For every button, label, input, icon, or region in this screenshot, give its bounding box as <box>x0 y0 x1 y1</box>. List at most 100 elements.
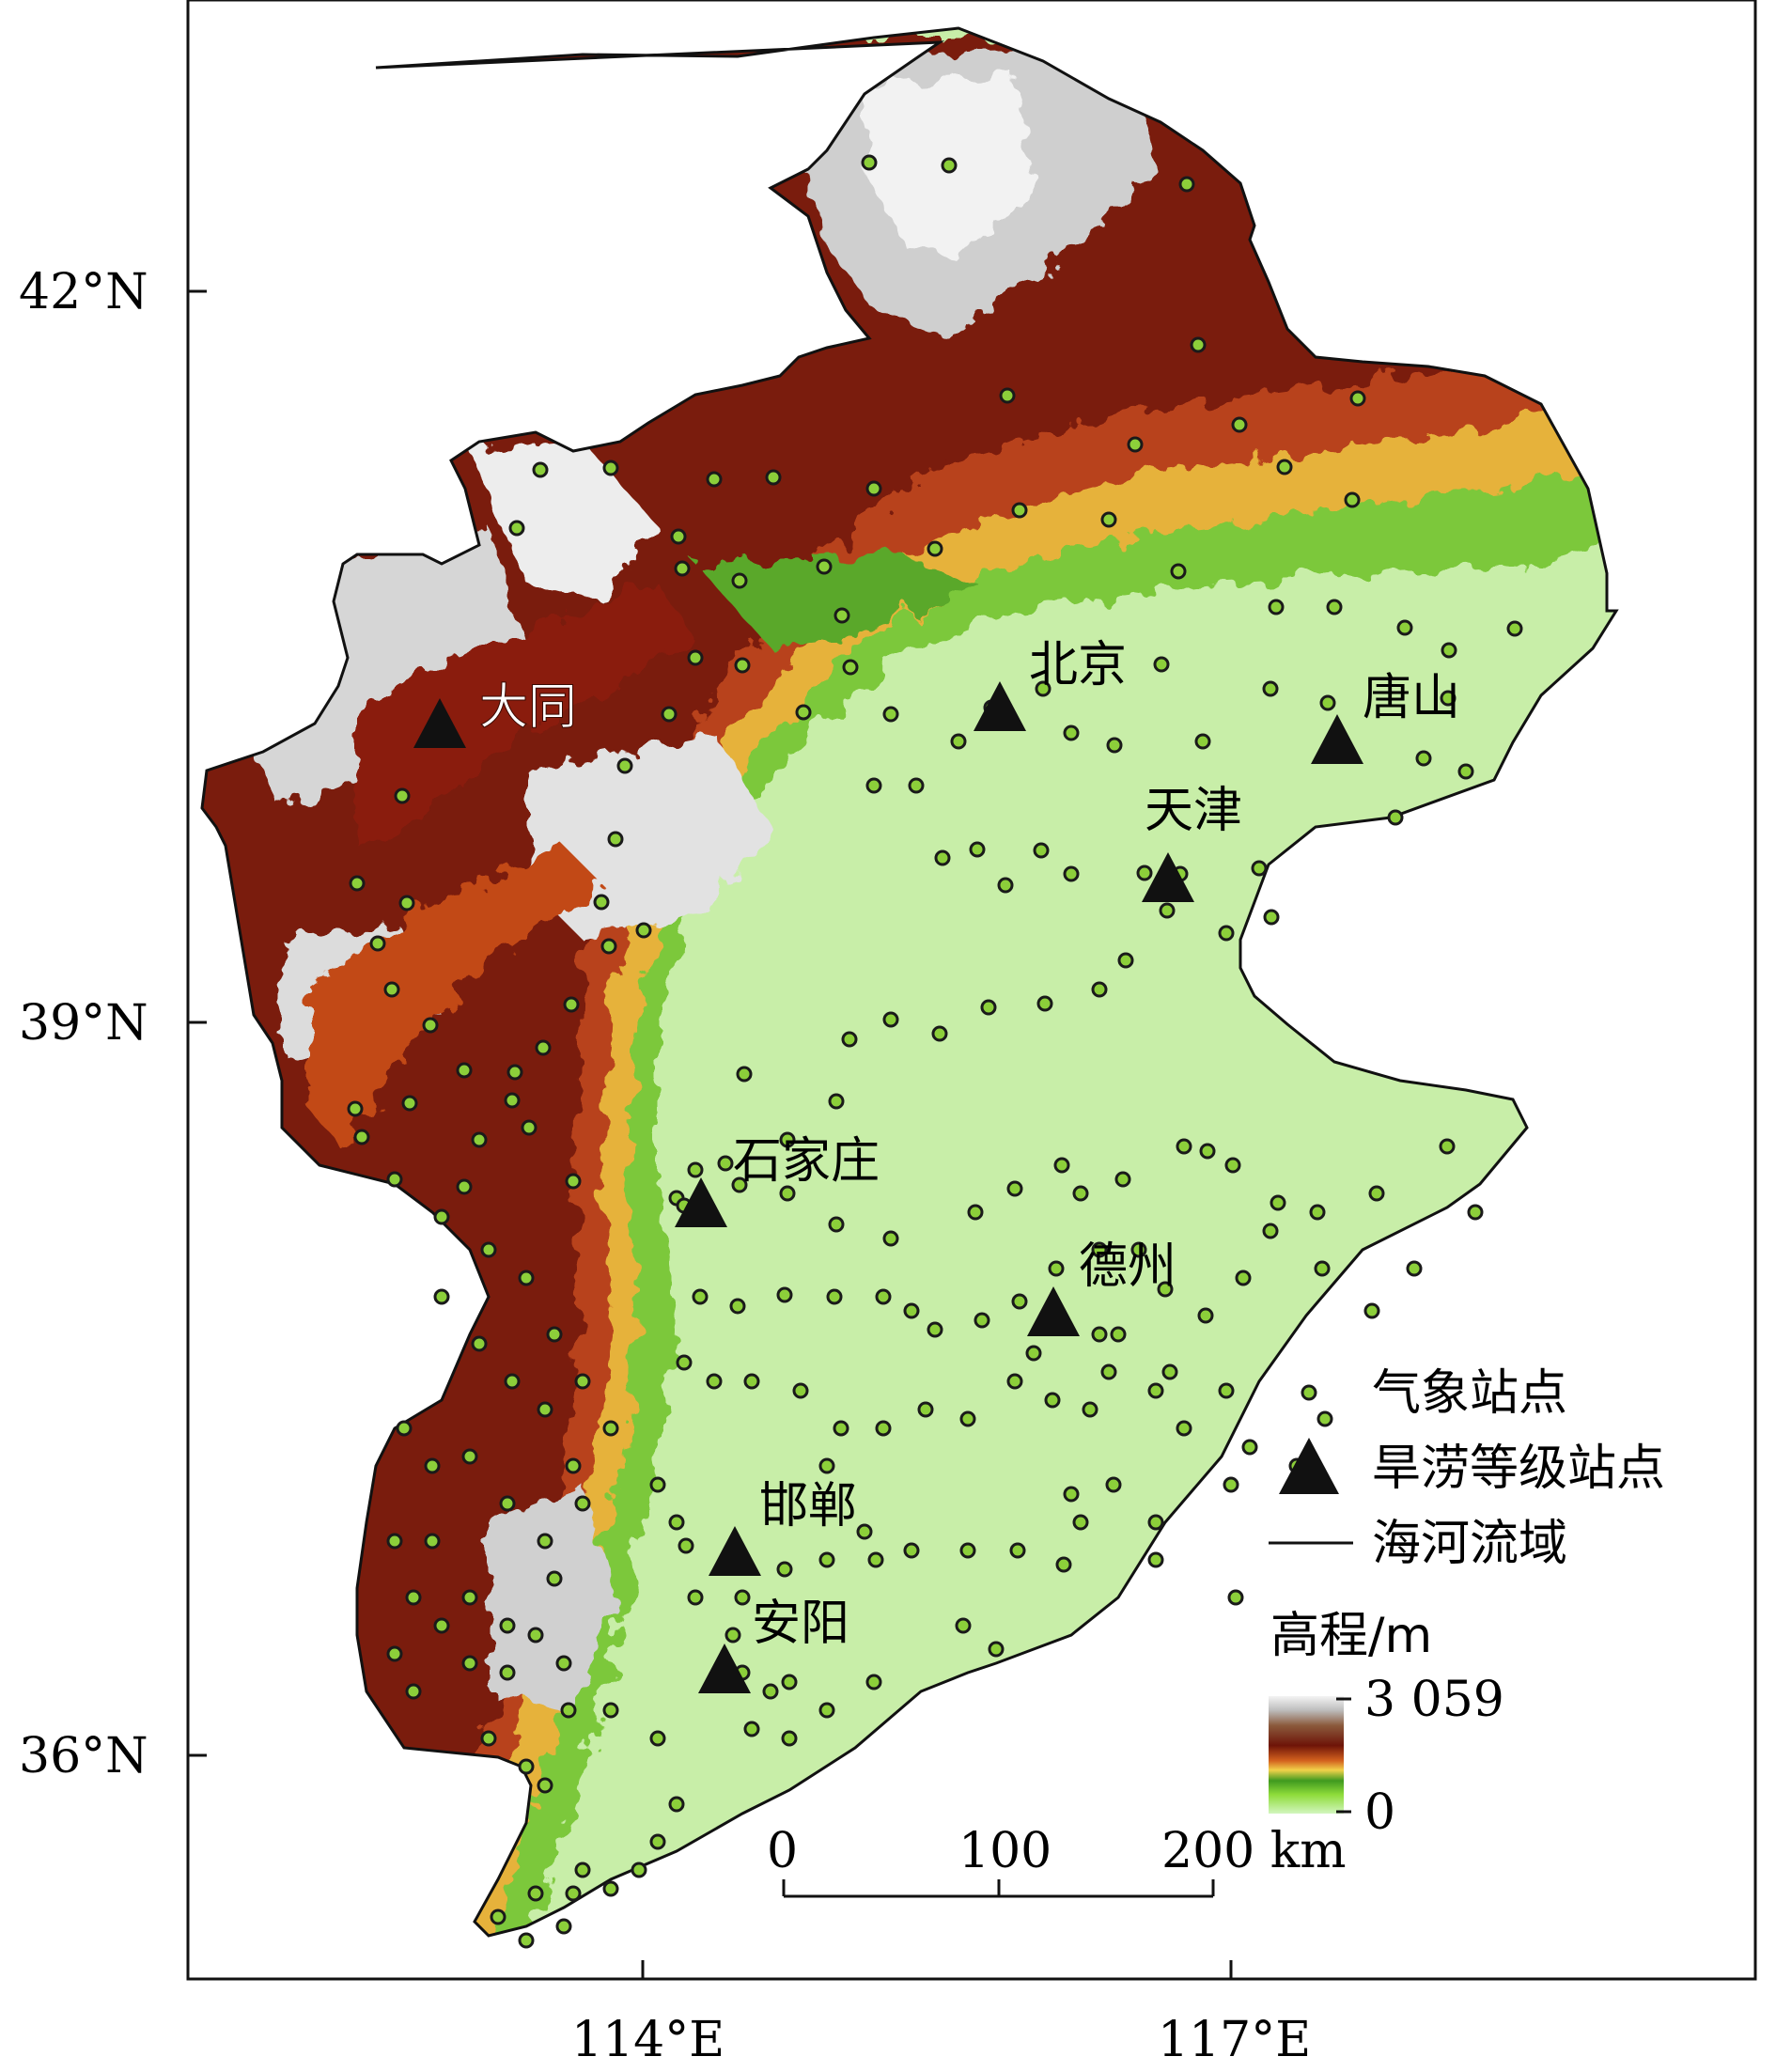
city-label-anyang: 安阳 <box>752 1596 849 1652</box>
station-dot <box>1127 436 1144 453</box>
lat-tick-label: 36°N <box>19 1728 148 1784</box>
station-dot <box>480 1730 497 1747</box>
station-dot <box>546 1326 563 1343</box>
city-labels: 大同 北京 唐山 天津 石家庄 德州 邯郸 安阳 <box>479 637 1461 1652</box>
station-dot <box>687 1161 704 1178</box>
station-dot <box>1363 1302 1380 1319</box>
station-dot <box>1011 502 1028 519</box>
station-dot <box>1319 694 1336 711</box>
station-dot <box>398 895 415 911</box>
station-dot <box>865 480 882 497</box>
station-dot <box>1006 1373 1023 1390</box>
station-dot <box>456 1062 473 1079</box>
lat-tick-label: 39°N <box>19 995 148 1052</box>
station-dot <box>816 558 833 575</box>
station-dot <box>1224 1157 1241 1174</box>
station-dot <box>1506 620 1523 637</box>
station-dot <box>1309 1204 1326 1221</box>
station-dot <box>980 999 997 1016</box>
station-dot <box>461 1655 478 1672</box>
map-frame <box>186 0 1757 1981</box>
station-dot <box>1396 619 1413 636</box>
station-dot <box>1227 1589 1244 1606</box>
station-dot <box>875 1288 892 1305</box>
station-dot <box>1072 1514 1089 1531</box>
triangle-marker-beijing <box>974 681 1026 731</box>
station-dot <box>988 1641 1005 1658</box>
station-dot <box>779 1185 796 1202</box>
station-dot <box>555 1655 572 1672</box>
triangle-marker-handan <box>709 1526 761 1576</box>
station-dot <box>574 1373 591 1390</box>
triangle-marker-shijiazhuang <box>675 1177 727 1227</box>
station-dot <box>490 1908 506 1925</box>
station-dot <box>826 1288 843 1305</box>
station-dot <box>602 1880 619 1897</box>
station-dot <box>602 1702 619 1719</box>
station-dot <box>602 460 619 476</box>
station-dot <box>422 1017 439 1034</box>
station-dot <box>882 1230 899 1247</box>
station-dot <box>1006 1180 1023 1197</box>
station-dot <box>1110 1326 1127 1343</box>
station-dot <box>386 1645 403 1662</box>
lat-axis <box>188 289 207 1757</box>
station-dot <box>729 1298 746 1315</box>
city-label-shijiazhuang: 石家庄 <box>733 1133 880 1190</box>
station-dot <box>565 1173 582 1190</box>
station-dot <box>818 1457 835 1474</box>
station-dot <box>1011 1293 1028 1310</box>
lon-tick-label: 114°E <box>571 2012 724 2068</box>
station-dot <box>674 560 691 577</box>
station-dot <box>1100 511 1117 528</box>
legend-station-label: 气象站点 <box>1372 1365 1567 1422</box>
station-dot <box>828 1093 845 1110</box>
station-dot <box>401 1095 418 1112</box>
station-dot <box>1194 733 1211 750</box>
terrain-layer <box>202 28 1616 1936</box>
station-dot <box>731 1176 748 1193</box>
station-dot <box>779 1131 796 1148</box>
station-dot <box>456 1178 473 1195</box>
triangle-marker-anyang <box>698 1644 751 1693</box>
station-dot <box>833 607 850 624</box>
station-dot <box>882 706 899 723</box>
city-label-dezhou: 德州 <box>1079 1239 1176 1295</box>
station-dot <box>1063 1486 1080 1503</box>
station-dot <box>731 572 748 589</box>
station-dot <box>1263 909 1280 926</box>
legend-basin-label: 海河流域 <box>1372 1516 1567 1572</box>
station-dot <box>1441 642 1457 659</box>
station-dot <box>405 1683 422 1700</box>
station-dot <box>959 1542 976 1559</box>
station-dot <box>1268 599 1285 615</box>
city-label-datong: 大同 <box>479 679 577 736</box>
station-dot <box>1048 1260 1065 1277</box>
station-dot <box>676 1354 693 1371</box>
station-dot <box>706 1373 723 1390</box>
city-label-beijing: 北京 <box>1029 637 1127 693</box>
station-dot <box>1176 1138 1192 1155</box>
station-dot <box>1276 459 1293 475</box>
station-dot <box>535 1039 552 1056</box>
station-dot <box>1105 1476 1122 1493</box>
station-dot <box>424 1533 441 1550</box>
station-dot <box>1072 1185 1089 1202</box>
station-dot <box>1063 865 1080 882</box>
station-dot <box>781 1674 798 1690</box>
station-dot <box>687 649 704 666</box>
station-dot <box>861 154 878 171</box>
station-dot <box>792 1382 809 1399</box>
station-dot <box>527 1627 544 1644</box>
station-dot <box>1009 1542 1026 1559</box>
station-dot <box>1218 1382 1235 1399</box>
station-dot <box>574 1862 591 1878</box>
station-dot <box>1223 1476 1239 1493</box>
station-dot <box>1197 1307 1214 1324</box>
station-dot <box>1063 724 1080 741</box>
station-dot <box>649 1476 666 1493</box>
lon-axis <box>641 1960 1233 1979</box>
station-dot <box>1326 599 1343 615</box>
station-dot <box>1130 1241 1147 1258</box>
station-dot <box>818 1551 835 1568</box>
